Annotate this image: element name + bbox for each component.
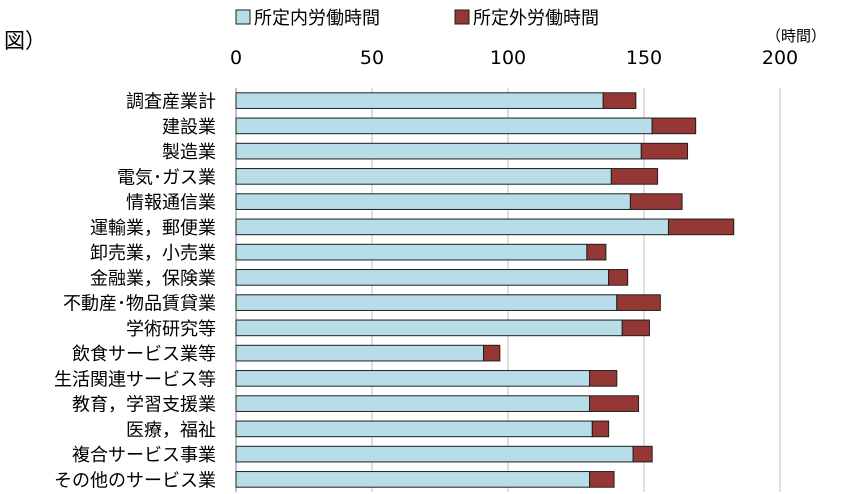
bar-segment-scheduled xyxy=(235,294,618,311)
x-tick-labels: 0 50 100 150 200 xyxy=(230,47,798,69)
legend-swatch-overtime xyxy=(454,9,470,25)
legend-label-overtime: 所定外労働時間 xyxy=(473,8,599,29)
legend: 所定内労働時間 所定外労働時間 xyxy=(235,8,599,29)
bar-segment-overtime xyxy=(589,395,640,412)
bar-segment-scheduled xyxy=(235,420,593,438)
bars xyxy=(235,92,735,488)
bar-segment-overtime xyxy=(586,243,607,261)
bar-segment-overtime xyxy=(483,344,501,362)
category-label: その他のサービス業 xyxy=(54,470,216,491)
category-label: 製造業 xyxy=(162,142,216,163)
bar-segment-scheduled xyxy=(235,168,612,185)
category-label: 卸売業，小売業 xyxy=(90,243,216,264)
category-label: 生活関連サービス等 xyxy=(54,369,216,390)
x-tick-label: 0 xyxy=(230,47,242,69)
bar-segment-scheduled xyxy=(235,117,653,135)
bar-segment-overtime xyxy=(608,269,629,286)
category-label: 情報通信業 xyxy=(126,193,216,214)
figure-prefix-label: 図） xyxy=(4,29,46,53)
category-label: 不動産･物品賃貸業 xyxy=(63,294,216,315)
category-label: 医療，福祉 xyxy=(126,420,216,441)
bar-segment-overtime xyxy=(610,168,659,185)
x-tick-label: 100 xyxy=(490,47,526,69)
bar-segment-overtime xyxy=(589,370,618,387)
category-label: 建設業 xyxy=(162,117,216,138)
x-tick-label: 150 xyxy=(626,47,662,69)
bar-segment-overtime xyxy=(651,117,697,135)
axis-unit-label: （時間） xyxy=(766,27,826,45)
legend-swatch-scheduled xyxy=(235,9,251,25)
bar-segment-overtime xyxy=(591,420,610,438)
bar-segment-overtime xyxy=(632,445,653,463)
category-label: 金融業，保険業 xyxy=(90,268,216,289)
bar-segment-overtime xyxy=(602,92,637,109)
category-label: 調査産業計 xyxy=(126,92,216,113)
bar-segment-scheduled xyxy=(235,243,588,261)
bar-segment-scheduled xyxy=(235,92,604,109)
bar-segment-scheduled xyxy=(235,445,634,463)
category-label: 学術研究等 xyxy=(126,319,216,340)
bar-segment-overtime xyxy=(621,319,650,337)
bar-segment-scheduled xyxy=(235,471,591,488)
category-label: 複合サービス事業 xyxy=(72,445,216,466)
bar-segment-scheduled xyxy=(235,142,642,160)
bar-segment-scheduled xyxy=(235,395,591,412)
bar-segment-overtime xyxy=(640,142,689,160)
bar-segment-overtime xyxy=(589,471,615,488)
x-tick-label: 50 xyxy=(360,47,384,69)
category-label: 電気･ガス業 xyxy=(117,167,216,188)
bar-segment-scheduled xyxy=(235,193,631,210)
category-label: 教育，学習支援業 xyxy=(72,395,216,416)
bar-segment-overtime xyxy=(629,193,683,210)
category-label: 運輸業，郵便業 xyxy=(90,218,216,239)
bar-segment-scheduled xyxy=(235,370,591,387)
bar-segment-scheduled xyxy=(235,269,610,286)
bar-segment-scheduled xyxy=(235,218,669,236)
x-tick-label: 200 xyxy=(762,47,798,69)
bar-segment-overtime xyxy=(667,218,735,236)
category-labels: 調査産業計建設業製造業電気･ガス業情報通信業運輸業，郵便業卸売業，小売業金融業，… xyxy=(54,92,216,492)
category-label: 飲食サービス業等 xyxy=(72,344,216,365)
bar-segment-scheduled xyxy=(235,344,485,362)
bar-segment-scheduled xyxy=(235,319,623,337)
legend-label-scheduled: 所定内労働時間 xyxy=(254,8,380,29)
bar-segment-overtime xyxy=(616,294,661,311)
